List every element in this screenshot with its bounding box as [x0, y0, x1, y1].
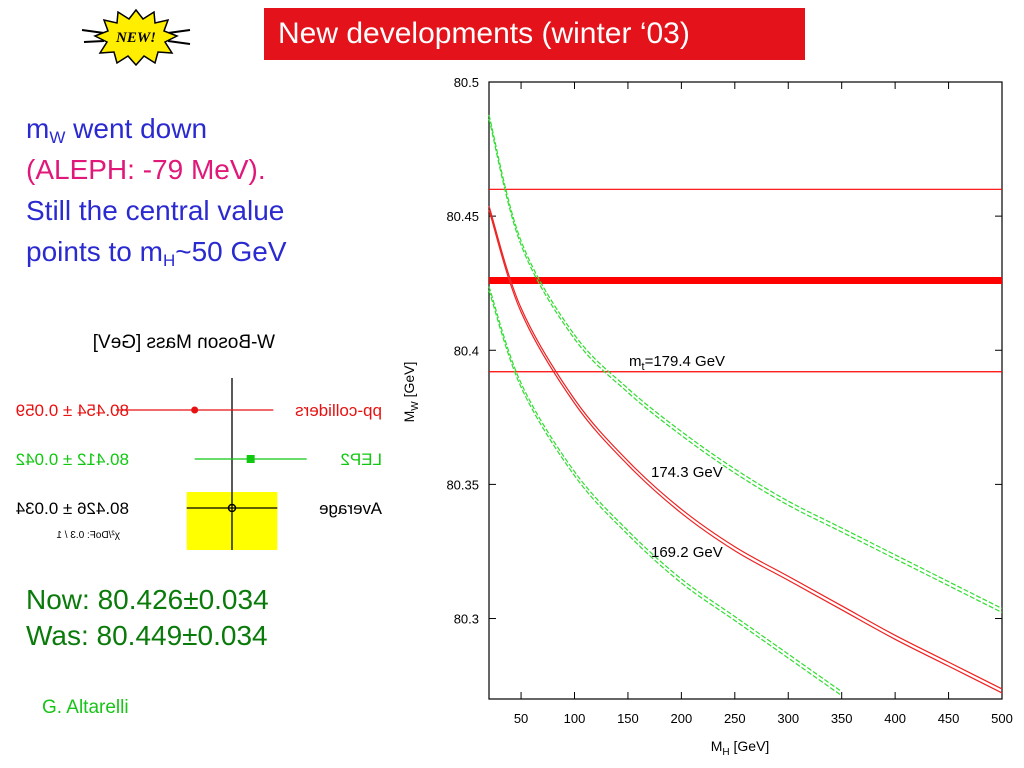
y-tick-label: 80.5 — [454, 75, 479, 90]
note-line1-a: m — [26, 113, 50, 144]
curve-line-upper — [488, 114, 1003, 610]
y-tick-label: 80.3 — [454, 612, 479, 627]
note-line1-sub: W — [49, 128, 66, 147]
x-tick-label: 300 — [777, 711, 799, 726]
ideogram-series-name: pp-colliders — [295, 401, 382, 420]
y-tick-label: 80.45 — [446, 209, 479, 224]
curve-line-upper — [488, 205, 1003, 690]
ideogram-value-label: 80.412 ± 0.042 — [16, 450, 129, 469]
ideogram-row-pp-colliders: pp-colliders 80.454 ± 0.059 — [16, 401, 382, 420]
w-boson-mass-ideogram: W-Boson Mass [GeV] pp-colliders 80.454 ± … — [16, 332, 382, 550]
x-tick-label: 400 — [884, 711, 906, 726]
mw-vs-mh-chart: 80.3 80.35 80.4 80.45 80.5 50 100 150 200 250 300… — [401, 75, 1013, 758]
curve-2 — [488, 286, 843, 697]
chi2-annotation: χ²/DoF: 0.3 / 1 — [56, 530, 120, 541]
note-line4-a: points to m — [26, 236, 163, 267]
plot-frame — [488, 81, 1003, 700]
now-value: Now: 80.426±0.034 — [26, 584, 269, 615]
new-starburst-badge: NEW! — [81, 8, 191, 66]
curve-label: 174.3 GeV — [651, 464, 723, 481]
author: G. Altarelli — [42, 697, 129, 718]
y-tick-label: 80.4 — [454, 343, 479, 358]
ideogram-title: W-Boson Mass [GeV] — [93, 332, 275, 353]
mw-note: mW went down (ALEPH: -79 MeV). Still the… — [26, 108, 287, 272]
ideogram-value-label: 80.454 ± 0.059 — [16, 401, 129, 420]
x-tick-label: 50 — [514, 711, 528, 726]
curve-line-upper — [488, 286, 843, 693]
x-tick-label: 250 — [724, 711, 746, 726]
note-line2: (ALEPH: -79 MeV). — [26, 154, 266, 185]
ideogram-series-name: LEP2 — [340, 450, 382, 469]
x-tick-label: 150 — [617, 711, 639, 726]
slide-title: New developments (winter ‘03) — [264, 8, 805, 60]
y-axis-label: MW [GeV] — [401, 362, 421, 423]
x-tick-label: 450 — [938, 711, 960, 726]
curve-line-lower — [488, 290, 843, 697]
x-tick-label: 200 — [671, 711, 693, 726]
y-tick-label: 80.35 — [446, 477, 479, 492]
new-badge-text: NEW! — [115, 30, 156, 46]
ideogram-series-name: Average — [319, 499, 382, 518]
note-line1-b: went down — [65, 113, 208, 144]
x-tick-label: 350 — [831, 711, 853, 726]
x-tick-label: 100 — [564, 711, 586, 726]
curve-line-lower — [488, 118, 1003, 614]
data-point — [246, 455, 255, 463]
curve-label: mt=179.4 GeV — [629, 353, 725, 373]
curve-label: 169.2 GeV — [651, 544, 723, 561]
data-point — [227, 503, 237, 513]
was-value: Was: 80.449±0.034 — [26, 620, 268, 651]
x-axis-label: MH [GeV] — [711, 738, 770, 758]
ideogram-row-average: Average 80.426 ± 0.034 — [16, 499, 382, 518]
data-point — [191, 406, 199, 414]
x-tick-label: 500 — [991, 711, 1013, 726]
note-line3: Still the central value — [26, 195, 285, 226]
note-line4-b: ~50 GeV — [175, 236, 287, 267]
mw-values: Now: 80.426±0.034 Was: 80.449±0.034 — [26, 582, 269, 654]
curve-1 — [488, 205, 1003, 694]
ideogram-row-lep2: LEP2 80.412 ± 0.042 — [16, 450, 382, 469]
curve-0 — [488, 114, 1003, 614]
curve-line-lower — [488, 209, 1003, 694]
note-line4-sub: H — [162, 251, 176, 270]
starburst-icon — [93, 8, 179, 66]
ideogram-value-label: 80.426 ± 0.034 — [16, 499, 129, 518]
